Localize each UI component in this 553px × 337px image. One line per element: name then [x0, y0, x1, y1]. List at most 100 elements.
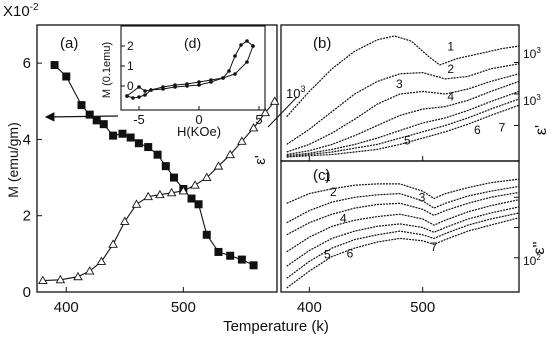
panel-c-curve-5 — [286, 206, 520, 267]
panel-a-xtick-label: 500 — [171, 299, 196, 316]
square-marker — [118, 129, 127, 138]
panel-b-curve-label: 5 — [404, 134, 411, 148]
panel-b-curve-label: 2 — [447, 62, 454, 76]
panel-d-ytick-label: 1 — [127, 59, 134, 73]
square-marker — [249, 261, 258, 270]
square-marker — [92, 116, 101, 125]
square-marker — [85, 110, 94, 119]
hysteresis-point — [197, 83, 201, 87]
panel-c-curve-label: 3 — [419, 190, 426, 204]
panel-a-label: (a) — [60, 35, 78, 52]
hysteresis-point — [209, 78, 213, 82]
hysteresis-point — [161, 85, 165, 89]
square-marker — [50, 61, 59, 70]
hysteresis-point — [137, 85, 141, 89]
panel-c-xtick-label: 500 — [410, 299, 435, 316]
panel-a-ytick-label: 2 — [23, 208, 31, 225]
hysteresis-point — [149, 88, 153, 92]
panel-a-xtick-label: 400 — [54, 299, 79, 316]
triangle-marker — [248, 123, 259, 132]
triangle-marker — [55, 274, 66, 284]
panel-b-curve-label: 6 — [474, 123, 481, 137]
hysteresis-point — [245, 60, 249, 64]
hysteresis-point — [137, 95, 141, 99]
arrow-to-left-axis — [44, 112, 119, 122]
panel-a-ticks: 400 500 0 2 4 6 — [23, 55, 196, 316]
panel-b-ticks — [308, 62, 519, 161]
panel-c-curve-label: 2 — [330, 185, 337, 199]
triangle-marker — [143, 191, 153, 201]
hysteresis-point — [239, 43, 243, 47]
panel-b-curve-label: 1 — [447, 40, 454, 54]
panel-c-xtick-label: 400 — [297, 299, 322, 316]
triangle-marker — [225, 149, 235, 159]
square-marker — [226, 251, 235, 260]
arrow-to-10e3 — [267, 96, 298, 128]
hysteresis-point — [143, 89, 147, 93]
panel-c-frame — [280, 160, 520, 293]
triangle-marker — [38, 275, 48, 285]
panel-d-xtick-label: 5 — [255, 112, 262, 127]
panel-d-ytick-label: 0 — [127, 79, 134, 93]
panel-c-curve-6 — [286, 212, 520, 279]
triangle-marker — [190, 180, 200, 189]
hysteresis-point — [131, 96, 135, 100]
panel-d-xlabel: H(KOe) — [177, 124, 221, 139]
panel-b-curve-label: 4 — [447, 90, 454, 104]
series-triangles-line — [42, 100, 276, 282]
hysteresis-point — [245, 39, 249, 43]
triangle-marker — [269, 96, 280, 105]
panel-b: (b) ε' ε' 103 103 1 2 3 4 5 6 7 — [252, 24, 550, 165]
hysteresis-point — [221, 76, 225, 80]
panel-c-curve-label: 7 — [431, 240, 438, 254]
panel-b-ytick-1: 103 — [523, 93, 541, 108]
square-marker — [109, 131, 118, 140]
panel-d-ticks: -5 0 5 0 1 2 — [121, 39, 263, 127]
square-marker — [194, 200, 203, 209]
hysteresis-point — [251, 44, 255, 48]
hysteresis-point — [125, 94, 129, 98]
panel-b-ylabel: ε' — [533, 125, 550, 135]
triangle-marker — [237, 136, 247, 145]
panel-c-curve-label: 6 — [347, 247, 354, 261]
hysteresis-point — [197, 80, 201, 84]
triangle-marker — [260, 107, 271, 117]
square-marker — [187, 194, 196, 203]
panel-c-ticks: 400 500 — [297, 196, 519, 316]
square-marker — [214, 247, 223, 256]
triangle-marker — [96, 256, 107, 265]
triangle-marker — [84, 266, 95, 275]
panel-c-curve-3 — [286, 191, 520, 236]
panel-d-label: (d) — [184, 35, 201, 51]
panel-b-curve-label: 3 — [396, 77, 403, 91]
panel-c-curve-label: 4 — [340, 211, 347, 225]
panel-c-curve-4 — [286, 199, 520, 253]
panel-d-marks — [125, 39, 255, 100]
panel-d-xtick-label: 0 — [195, 112, 202, 127]
triangle-marker — [155, 189, 165, 199]
square-marker — [202, 230, 211, 239]
triangle-marker — [178, 186, 189, 195]
square-marker — [77, 101, 86, 110]
triangle-marker — [131, 199, 142, 208]
panel-c-curve-1 — [286, 178, 520, 204]
triangle-marker — [120, 216, 130, 225]
square-marker — [237, 255, 246, 264]
triangle-marker — [73, 271, 83, 281]
hysteresis-point — [233, 72, 237, 76]
panel-d-ytick-label: 2 — [127, 39, 134, 53]
panel-b-marks: 1 2 3 4 5 6 7 — [286, 35, 520, 158]
y-multiplier: X10-2 — [3, 2, 39, 20]
panel-c-curve-7 — [286, 217, 520, 289]
panel-a-ytick-label: 6 — [23, 55, 31, 72]
panel-c-curve-label: 5 — [324, 247, 331, 261]
panel-c-marks: 12 3 4 5 6 7 — [286, 170, 520, 289]
square-marker — [169, 173, 178, 182]
panel-d-ylabel: M (0.1emu) — [101, 42, 113, 98]
triangle-marker — [213, 161, 224, 170]
panel-a-marks — [38, 61, 280, 285]
panel-b-ylabel-left: ε' — [252, 155, 269, 165]
panel-b-curve-7 — [286, 104, 520, 158]
